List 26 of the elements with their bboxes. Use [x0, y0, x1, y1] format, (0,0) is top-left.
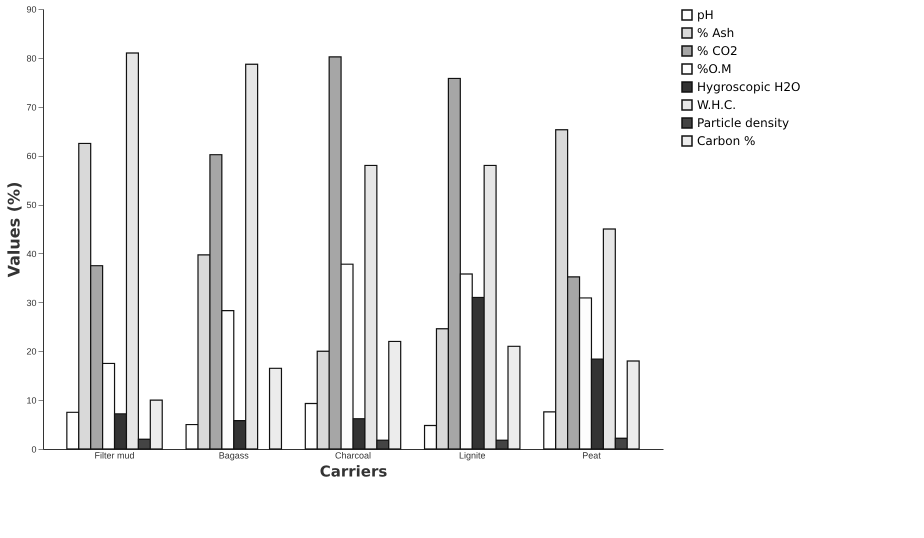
y-tick-label: 0 — [31, 444, 36, 454]
y-tick-label: 80 — [26, 53, 36, 64]
y-tick-label: 30 — [26, 298, 36, 308]
legend-label: Hygroscopic H2O — [697, 80, 800, 94]
x-tick-label: Filter mud — [94, 450, 135, 460]
legend-label: % CO2 — [697, 44, 738, 58]
x-tick-label: Bagass — [218, 450, 250, 460]
bar — [268, 368, 282, 450]
y-tick-label: 90 — [26, 4, 36, 14]
legend-label: Particle density — [697, 116, 790, 130]
y-tick-label: 40 — [26, 248, 36, 259]
x-tick-label: Lignite — [458, 450, 486, 460]
legend-label: W.H.C. — [697, 98, 736, 112]
legend-label: pH — [697, 8, 714, 22]
x-axis-title: Carriers — [320, 462, 388, 480]
y-tick-label: 50 — [26, 200, 36, 210]
legend-label: % Ash — [697, 26, 734, 40]
y-tick-label: 70 — [26, 102, 36, 112]
y-tick-label: 10 — [26, 396, 36, 406]
x-tick-label: Charcoal — [334, 450, 372, 460]
y-tick-label: 20 — [26, 346, 36, 357]
y-tick-label: 60 — [26, 151, 36, 162]
legend-label: %O.M — [697, 62, 732, 76]
x-tick-label: Peat — [582, 450, 602, 460]
legend-label: Carbon % — [697, 134, 756, 148]
y-axis-title: Values (%) — [4, 182, 24, 278]
